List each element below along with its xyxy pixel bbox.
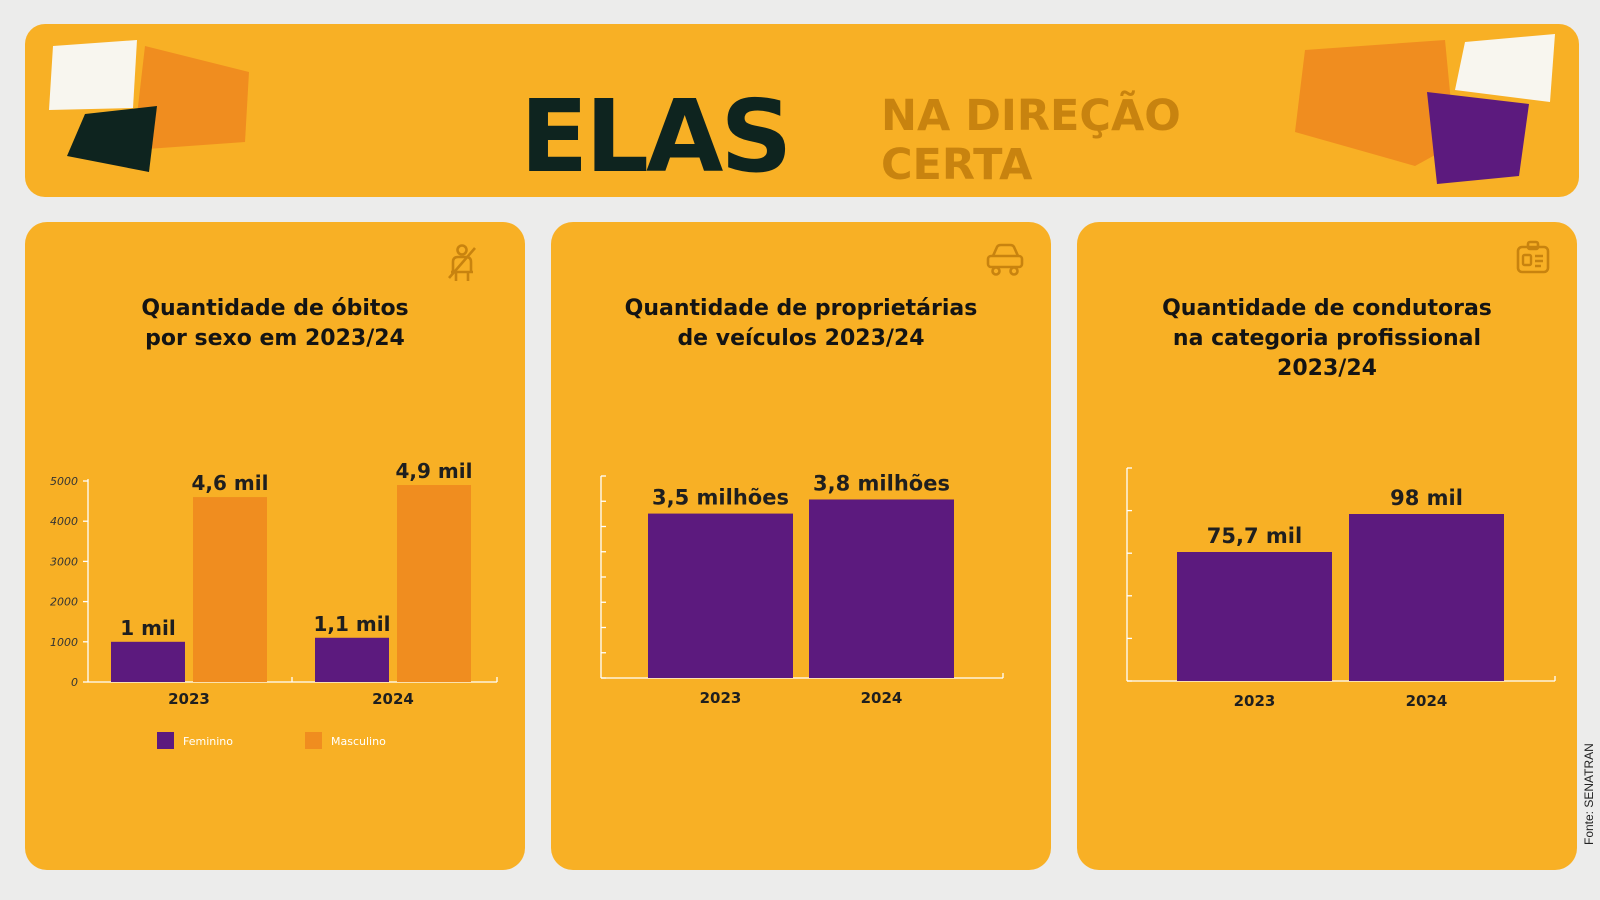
panel-title-line1: Quantidade de condutoras: [1162, 296, 1492, 321]
y-tick-label: 2000: [50, 596, 78, 609]
legend-swatch-feminino: [157, 732, 174, 749]
x-tick-label: 2023: [1234, 692, 1276, 710]
header-title: ELAS: [520, 78, 792, 195]
y-tick-label: 3000: [50, 555, 78, 568]
deco-shape-purple-right: [1427, 92, 1529, 184]
legend-label-feminino: Feminino: [183, 735, 233, 748]
header-banner: ELAS NA DIREÇÃO CERTA: [25, 24, 1579, 197]
x-tick-label: 2024: [372, 690, 414, 708]
deco-shape-dark-left: [67, 106, 157, 172]
bar-masculino-2023: [193, 497, 267, 682]
chart-obitos: 0 1000 2000 3000 4000 5000 1 mil 4,6 mil 2023 1,1…: [50, 459, 498, 749]
panel-proprietarias: Quantidade de proprietárias de veículos …: [551, 222, 1051, 870]
data-label: 4,9 mil: [396, 459, 473, 483]
bar-2023: [1177, 552, 1332, 681]
deco-shape-orange-left: [133, 46, 249, 150]
bar-feminino-2024: [315, 637, 389, 682]
chart-condutoras: 75,7 mil 2023 98 mil 2024: [1126, 467, 1556, 710]
y-tick-label: 0: [71, 676, 78, 689]
chart-proprietarias: 3,5 milhões 2023 3,8 milhões 2024: [600, 471, 1004, 707]
deco-shape-orange-right: [1295, 40, 1455, 166]
deco-shape-white-right: [1455, 34, 1555, 102]
legend-label-masculino: Masculino: [331, 735, 386, 748]
header-subtitle-line1: NA DIREÇÃO: [881, 91, 1181, 141]
panel-title: Quantidade de óbitos por sexo em 2023/24: [65, 294, 485, 354]
data-label: 1 mil: [120, 616, 175, 640]
data-label: 1,1 mil: [314, 612, 391, 636]
bar-masculino-2024: [397, 485, 471, 682]
data-label: 4,6 mil: [192, 471, 269, 495]
data-label: 3,5 milhões: [652, 486, 789, 510]
decorative-shapes: [49, 34, 1555, 184]
panel-title-line2: por sexo em 2023/24: [145, 326, 405, 351]
x-tick-label: 2024: [861, 689, 903, 707]
y-tick-label: 5000: [50, 475, 78, 488]
panel-title: Quantidade de condutoras na categoria pr…: [1117, 294, 1537, 384]
bar-2023: [648, 513, 793, 678]
panel-title-line1: Quantidade de proprietárias: [624, 296, 978, 321]
source-note: Fonte: SENATRAN: [1582, 743, 1596, 845]
panel-title-line3: 2023/24: [1277, 356, 1377, 381]
no-seatbelt-icon: [448, 244, 476, 281]
x-tick-label: 2023: [168, 690, 210, 708]
header-subtitle: NA DIREÇÃO CERTA: [881, 92, 1181, 190]
bar-2024: [809, 499, 954, 678]
bar-feminino-2023: [111, 641, 185, 682]
y-tick-label: 1000: [50, 636, 78, 649]
panel-title-line1: Quantidade de óbitos: [141, 296, 409, 321]
panel-title-line2: na categoria profissional: [1172, 326, 1482, 351]
car-icon: [986, 243, 1024, 276]
deco-shape-white-left: [49, 40, 137, 110]
panel-title: Quantidade de proprietárias de veículos …: [591, 294, 1011, 354]
panel-obitos: Quantidade de óbitos por sexo em 2023/24…: [25, 222, 525, 870]
x-tick-label: 2023: [700, 689, 742, 707]
data-label: 98 mil: [1390, 486, 1463, 510]
panel-condutoras: Quantidade de condutoras na categoria pr…: [1077, 222, 1577, 870]
header-subtitle-line2: CERTA: [881, 140, 1033, 190]
y-tick-label: 4000: [50, 515, 78, 528]
data-label: 75,7 mil: [1207, 524, 1302, 548]
data-label: 3,8 milhões: [813, 471, 950, 495]
panel-title-line2: de veículos 2023/24: [677, 326, 925, 351]
bar-2024: [1349, 514, 1504, 681]
id-card-icon: [1516, 240, 1550, 274]
legend-swatch-masculino: [305, 732, 322, 749]
x-tick-label: 2024: [1406, 692, 1448, 710]
